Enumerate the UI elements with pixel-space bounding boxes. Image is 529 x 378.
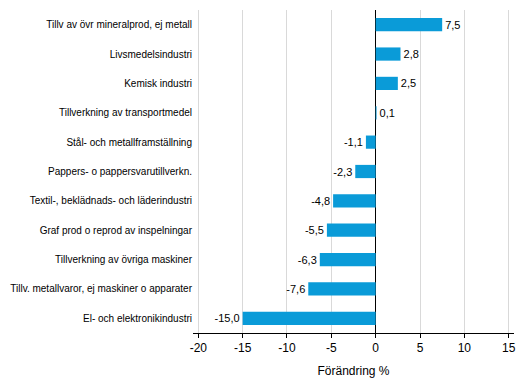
svg-text:10: 10: [458, 341, 472, 355]
svg-text:Tillverkning av övriga maskine: Tillverkning av övriga maskiner: [55, 254, 193, 265]
svg-text:Stål- och metallframställning: Stål- och metallframställning: [66, 137, 192, 148]
svg-text:Tillv av övr mineralprod, ej m: Tillv av övr mineralprod, ej metall: [46, 19, 192, 30]
svg-text:-6,3: -6,3: [298, 254, 317, 266]
svg-text:Förändring %: Förändring %: [317, 364, 389, 378]
svg-text:El- och elektronikindustri: El- och elektronikindustri: [83, 313, 192, 324]
svg-text:-1,1: -1,1: [344, 136, 363, 148]
svg-text:Pappers- o pappersvarutillverk: Pappers- o pappersvarutillverkn.: [48, 166, 192, 177]
svg-text:-4,8: -4,8: [311, 195, 330, 207]
svg-text:-5: -5: [326, 341, 337, 355]
svg-text:-15: -15: [234, 341, 252, 355]
svg-text:2,8: 2,8: [404, 48, 419, 60]
svg-text:Kemisk industri: Kemisk industri: [124, 78, 192, 89]
svg-text:Textil-, beklädnads- och läder: Textil-, beklädnads- och läderindustri: [30, 195, 192, 206]
svg-text:15: 15: [502, 341, 516, 355]
svg-text:2,5: 2,5: [401, 77, 416, 89]
svg-text:Graf prod o reprod av inspelni: Graf prod o reprod av inspelningar: [40, 225, 193, 236]
svg-text:-5,5: -5,5: [305, 224, 324, 236]
svg-text:-7,6: -7,6: [286, 283, 305, 295]
svg-text:-15,0: -15,0: [215, 312, 240, 324]
svg-text:-20: -20: [190, 341, 208, 355]
svg-text:7,5: 7,5: [445, 19, 460, 31]
svg-text:Tillverkning av transportmedel: Tillverkning av transportmedel: [59, 107, 192, 118]
svg-text:0,1: 0,1: [380, 107, 395, 119]
svg-text:Livsmedelsindustri: Livsmedelsindustri: [110, 49, 192, 60]
svg-text:5: 5: [417, 341, 424, 355]
svg-text:Tillv. metallvaror, ej maskine: Tillv. metallvaror, ej maskiner o appara…: [10, 283, 192, 294]
svg-text:-2,3: -2,3: [333, 166, 352, 178]
svg-text:0: 0: [372, 341, 379, 355]
svg-text:-10: -10: [278, 341, 296, 355]
